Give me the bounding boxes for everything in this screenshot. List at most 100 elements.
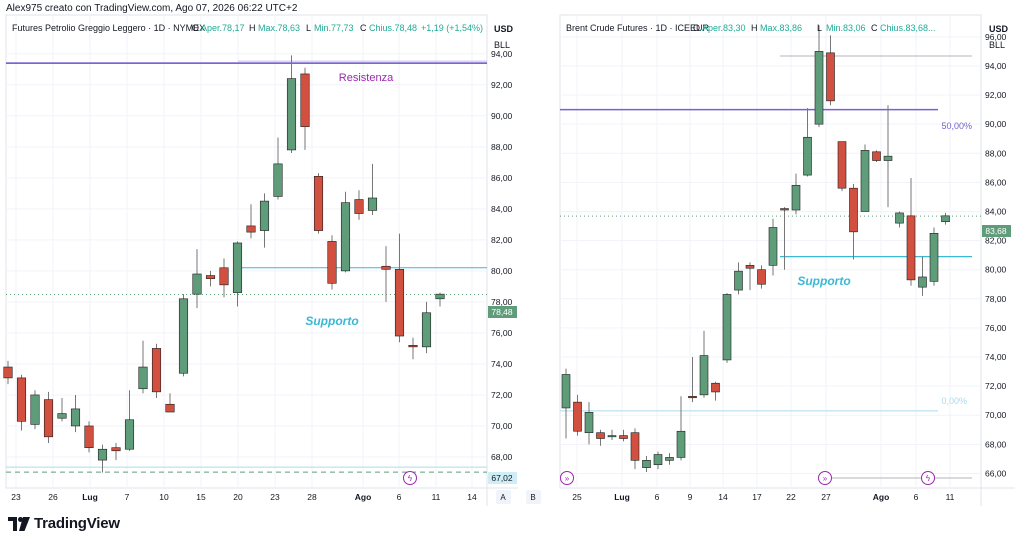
candle-body <box>814 51 824 125</box>
candle <box>584 402 594 445</box>
candle-body <box>849 187 858 233</box>
ohlc-o-label: O <box>192 23 199 33</box>
candle <box>435 292 445 307</box>
candle <box>367 163 378 216</box>
resistance-label: Resistenza <box>339 72 394 84</box>
ohlc-low: Min.77,73 <box>314 23 354 33</box>
panel-brent-lines <box>560 55 981 479</box>
x-tick-label: 6 <box>397 492 402 502</box>
candle-body <box>421 312 432 348</box>
ohlc-l-label: L <box>306 23 311 33</box>
candle <box>906 178 916 286</box>
ohlc-h-label: H <box>249 23 256 33</box>
candle-body <box>918 276 927 288</box>
split-icon-mid[interactable] <box>818 471 832 485</box>
candle-body <box>883 155 893 161</box>
x-tick-label: Lug <box>82 492 98 502</box>
candle-body <box>327 241 337 284</box>
candle-body <box>300 73 310 127</box>
panel-wti-y-axis: 94,00 92,00 90,00 88,00 86,00 84,00 82,00 80,00… <box>491 49 513 462</box>
panel-brent-y-axis: 96,00 94,00 92,00 90,00 88,00 86,00 84,00 82,00… <box>985 32 1007 479</box>
candle <box>300 67 310 150</box>
candle <box>219 258 229 298</box>
fib-0-label: 0,00% <box>941 396 967 406</box>
y-tick-label: 68,00 <box>491 452 513 462</box>
candle <box>768 218 778 276</box>
lightning-icon-glyph: ϟ <box>926 474 931 483</box>
candle <box>124 390 135 451</box>
candle-body <box>860 150 870 212</box>
split-icon-mid-glyph: » <box>823 474 828 483</box>
lightning-icon-glyph: ϟ <box>408 474 413 483</box>
candle <box>872 150 881 162</box>
candle <box>421 301 432 354</box>
candle-body <box>408 345 418 348</box>
split-icon-left[interactable] <box>560 471 574 485</box>
x-tick-label: 7 <box>125 492 130 502</box>
y-tick-label: 76,00 <box>985 323 1007 333</box>
y-tick-label: 86,00 <box>491 173 513 183</box>
axis-badge-a-label: A <box>500 493 506 502</box>
y-tick-label: 70,00 <box>985 410 1007 420</box>
y-tick-label: 86,00 <box>985 177 1007 187</box>
candle <box>151 343 162 399</box>
candle <box>929 227 939 286</box>
candle <box>734 262 743 295</box>
last-price-tag-brent <box>982 225 1011 237</box>
candle-body <box>178 298 189 374</box>
candle <box>860 144 870 212</box>
y-tick-label: 80,00 <box>985 265 1007 275</box>
candle-body <box>57 413 67 419</box>
candle-body <box>941 215 950 222</box>
x-tick-label: 15 <box>196 492 206 502</box>
x-tick-label: 9 <box>688 492 693 502</box>
y-tick-label: 92,00 <box>491 80 513 90</box>
candle <box>273 137 283 200</box>
x-tick-label: 11 <box>946 492 955 502</box>
candle-body <box>192 273 202 295</box>
candle <box>394 233 405 343</box>
candle <box>3 360 13 385</box>
panel-brent: B 96,00 94,00 92,00 90,00 88,00 86,00 84,00 82,… <box>526 14 1015 506</box>
candle-body <box>124 419 135 450</box>
ohlc-close: Chius.83,68... <box>880 23 936 33</box>
candle-body <box>246 225 256 233</box>
lightning-icon[interactable] <box>403 471 417 485</box>
panel-brent-unit: BLL <box>989 40 1005 50</box>
ohlc-change: +1,19 (+1,54%) <box>421 23 483 33</box>
panel-wti-unit: BLL <box>494 40 510 50</box>
candle <box>837 141 847 192</box>
x-tick-label: 23 <box>270 492 280 502</box>
x-tick-label: 25 <box>572 492 582 502</box>
candle-body <box>313 175 324 231</box>
axis-badge-b[interactable] <box>526 490 541 504</box>
candle <box>596 429 605 446</box>
y-tick-label: 78,00 <box>491 297 513 307</box>
lightning-icon[interactable] <box>921 471 935 485</box>
tradingview-logo-text: TradingView <box>34 515 120 532</box>
ohlc-h-label: H <box>751 23 758 33</box>
axis-badge-a[interactable] <box>496 490 511 504</box>
x-tick-label: 11 <box>432 492 441 502</box>
candle-body <box>906 215 916 281</box>
candle <box>918 256 927 296</box>
candle-body <box>826 52 835 102</box>
candle <box>259 193 270 248</box>
y-tick-label: 88,00 <box>985 148 1007 158</box>
low-price-tag <box>488 472 517 484</box>
candle-body <box>895 212 904 224</box>
y-tick-label: 70,00 <box>491 421 513 431</box>
y-tick-label: 92,00 <box>985 90 1007 100</box>
candle <box>192 249 202 309</box>
panel-brent-title: Brent Crude Futures · 1D · ICEEUR <box>566 23 710 33</box>
candle <box>665 453 674 465</box>
candle-body <box>354 199 364 214</box>
candle <box>43 391 54 444</box>
candle-body <box>381 265 391 270</box>
candle <box>84 421 94 453</box>
tradingview-logo[interactable]: TradingView <box>8 515 120 532</box>
candle-body <box>596 432 605 439</box>
x-tick-label: 22 <box>786 492 796 502</box>
support-label-brent: Supporto <box>797 274 850 288</box>
y-tick-label: 76,00 <box>491 328 513 338</box>
